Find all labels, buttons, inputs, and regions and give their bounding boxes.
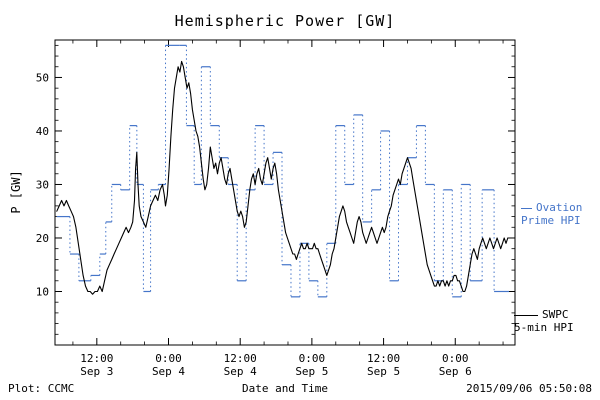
plot-timestamp: 2015/09/06 05:50:08 (466, 382, 592, 395)
y-axis-label: P [GW] (9, 170, 23, 214)
svg-text:Sep 5: Sep 5 (295, 365, 328, 378)
svg-text:Sep 5: Sep 5 (367, 365, 400, 378)
svg-text:40: 40 (36, 125, 49, 138)
plot-credit: Plot: CCMC (8, 382, 75, 395)
chart-title: Hemispheric Power [GW] (174, 12, 396, 30)
svg-text:12:00: 12:00 (80, 352, 113, 365)
swpc-legend-line-icon (514, 314, 538, 316)
x-axis-label: Date and Time (241, 382, 329, 395)
svg-text:Sep 4: Sep 4 (152, 365, 185, 378)
svg-text:50: 50 (36, 71, 49, 84)
svg-text:0:00: 0:00 (155, 352, 182, 365)
svg-text:10: 10 (36, 285, 49, 298)
svg-text:30: 30 (36, 178, 49, 191)
legend-ovation-row1: Ovation (521, 201, 582, 214)
svg-text:0:00: 0:00 (299, 352, 326, 365)
legend-swpc-row1: SWPC (514, 308, 574, 321)
svg-text:12:00: 12:00 (224, 352, 257, 365)
svg-text:12:00: 12:00 (367, 352, 400, 365)
legend-ovation-label1: Ovation (536, 201, 583, 214)
ovation-legend-line-icon (521, 207, 532, 209)
legend-swpc-label1: SWPC (542, 308, 569, 321)
svg-text:0:00: 0:00 (442, 352, 469, 365)
svg-text:Sep 4: Sep 4 (224, 365, 257, 378)
svg-text:Sep 3: Sep 3 (80, 365, 113, 378)
legend-ovation: Ovation Prime HPI (521, 201, 582, 227)
legend-swpc: SWPC 5-min HPI (514, 308, 574, 334)
svg-text:20: 20 (36, 232, 49, 245)
svg-text:Sep 6: Sep 6 (439, 365, 472, 378)
legend-ovation-label2: Prime HPI (521, 214, 581, 227)
legend-swpc-label2: 5-min HPI (514, 321, 574, 334)
